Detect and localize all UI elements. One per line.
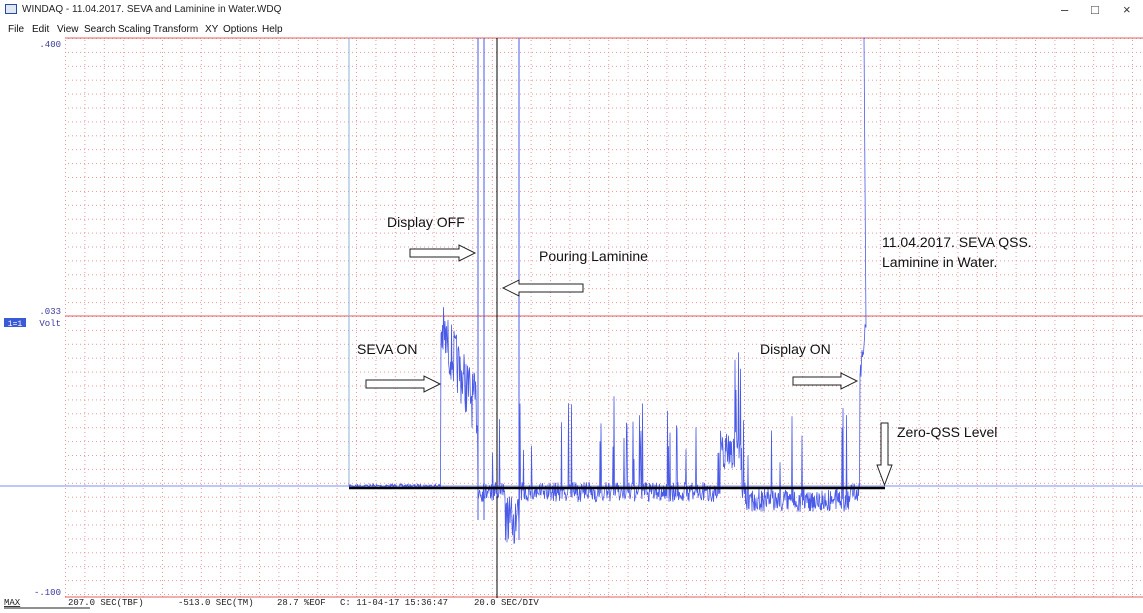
- annotation: Zero-QSS Level: [897, 424, 997, 440]
- menu-item[interactable]: Scaling: [118, 24, 151, 35]
- axis-bottom-label: -.100: [34, 588, 61, 598]
- menu-bar: File Edit View Search Scaling Transform XY Opti…: [0, 21, 1143, 37]
- title-bar: WINDAQ - 11.04.2017. SEVA and Laminine i…: [0, 0, 1143, 20]
- arrow: [876, 422, 893, 487]
- window-title: WINDAQ - 11.04.2017. SEVA and Laminine i…: [22, 4, 282, 15]
- annotation: Pouring Laminine: [539, 248, 648, 264]
- waveform: [348, 37, 867, 544]
- menu-item[interactable]: Edit: [32, 24, 50, 35]
- status-div: 20.0 SEC/DIV: [474, 598, 539, 608]
- status-time: C: 11-04-17 15:36:47: [340, 598, 448, 608]
- menu-item[interactable]: Transform: [153, 24, 199, 35]
- arrow: [409, 244, 477, 262]
- annotation: SEVA ON: [357, 341, 417, 357]
- status-tbf: 207.0 SEC(TBF): [68, 598, 144, 608]
- arrow: [365, 375, 442, 393]
- menu-item[interactable]: Help: [262, 24, 283, 35]
- arrow: [792, 372, 859, 390]
- axis-top-label: .400: [39, 40, 61, 50]
- grid-horizontal: [65, 38, 1143, 598]
- channel-badge[interactable]: [4, 318, 26, 327]
- minimize-button[interactable]: –: [1061, 2, 1069, 17]
- arrow: [501, 279, 584, 297]
- status-eof: 28.7 %EOF: [277, 598, 326, 608]
- menu-item[interactable]: Options: [223, 24, 258, 35]
- menu-item[interactable]: Search: [84, 24, 116, 35]
- close-button[interactable]: ×: [1123, 2, 1131, 17]
- menu-item[interactable]: View: [57, 24, 79, 35]
- annotation: Display OFF: [387, 214, 465, 230]
- annotation: Display ON: [760, 341, 831, 357]
- axis-middle-label: .033: [39, 307, 61, 317]
- axis-unit: Volt: [39, 319, 61, 329]
- menu-item[interactable]: XY: [205, 24, 219, 35]
- annotation: Laminine in Water.: [882, 254, 997, 270]
- menu-item[interactable]: File: [8, 24, 25, 35]
- waveform-trace: [348, 37, 867, 544]
- status-tm: -513.0 SEC(TM): [178, 598, 254, 608]
- status-mode: MAX: [4, 598, 21, 608]
- app-icon: [5, 4, 17, 14]
- annotation: 11.04.2017. SEVA QSS.: [882, 234, 1032, 250]
- maximize-button[interactable]: □: [1091, 2, 1099, 17]
- channel-label: 1=1: [8, 320, 23, 329]
